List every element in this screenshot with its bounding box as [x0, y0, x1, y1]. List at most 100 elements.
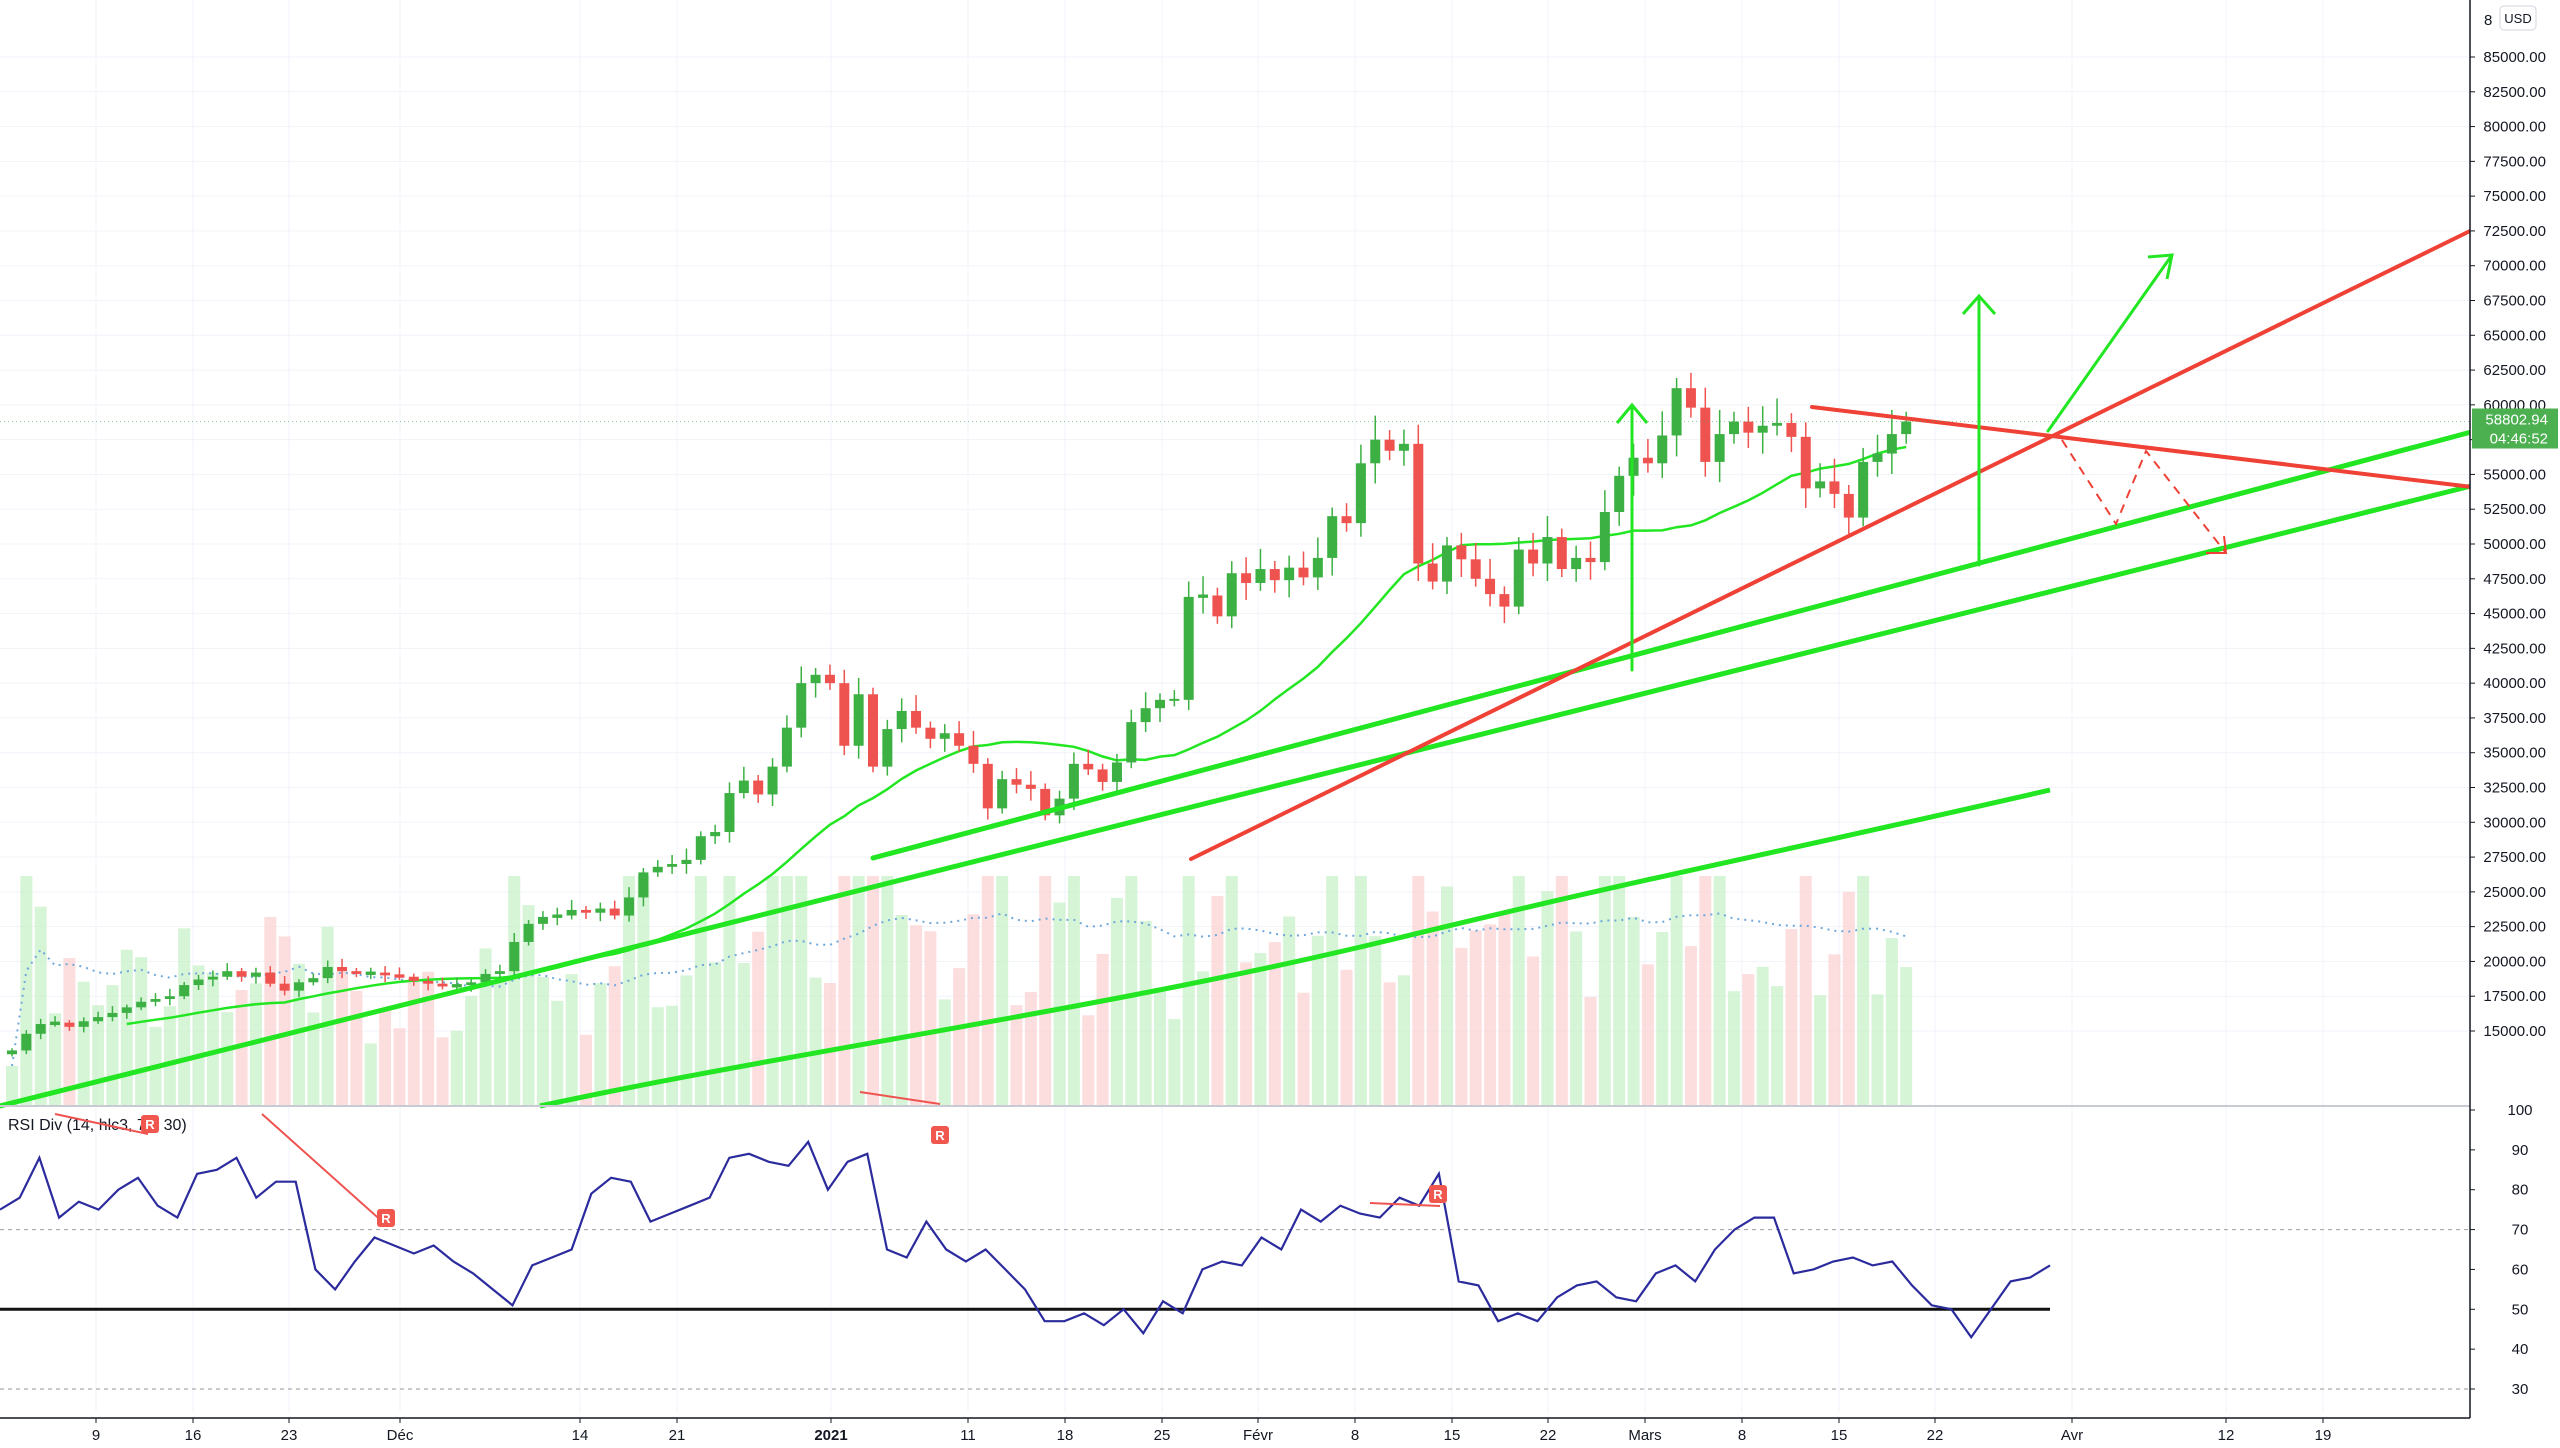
volume-bar	[924, 931, 937, 1106]
candle-body	[179, 985, 190, 997]
candle-body	[925, 727, 936, 739]
candle-body	[1556, 537, 1567, 570]
candle-up	[781, 715, 792, 773]
candle-up	[93, 1011, 104, 1024]
bearish-divergence-line	[261, 1113, 386, 1225]
candle-down	[1485, 558, 1496, 607]
arrow-head-2[interactable]	[1961, 293, 1997, 315]
price-tick-label: 67500.00	[2483, 293, 2546, 310]
arrow-head-1[interactable]	[1615, 402, 1649, 424]
volume-bar	[565, 974, 578, 1106]
green-lower-channel-line[interactable]	[0, 482, 2478, 1109]
candle-up	[1729, 411, 1739, 444]
candle-body	[1714, 434, 1725, 462]
candle-body	[1398, 443, 1409, 451]
candle-body	[781, 727, 792, 767]
volume-bar	[723, 876, 736, 1106]
price-tick-label: 70000.00	[2483, 258, 2546, 275]
price-tick-label: 17500.00	[2483, 988, 2546, 1005]
candle-body	[1657, 435, 1668, 464]
candle-up	[1169, 690, 1180, 707]
volume-bar	[1240, 962, 1253, 1106]
volume-bar	[307, 1012, 320, 1106]
time-tick-label: 18	[1057, 1427, 1074, 1444]
volume-bar	[120, 949, 133, 1106]
arrow-head-projection[interactable]	[2206, 535, 2228, 554]
volume-bar	[1082, 1015, 1095, 1106]
candle-up	[1571, 545, 1582, 582]
candle-body	[1757, 425, 1768, 433]
candle-body	[1183, 596, 1194, 700]
time-axis[interactable]: 9 16 23 Déc 14 21 2021 11 18 25 Févr 8 15 22 Mars 8 15 22…	[0, 1417, 2470, 1444]
time-tick-label: Avr	[2061, 1427, 2083, 1444]
candle-body	[1068, 763, 1079, 799]
candle-body	[437, 983, 448, 987]
price-axis[interactable]: 85000.00 82500.00 80000.00 77500.00 75000.00…	[0, 0, 2560, 1418]
candle-body	[1513, 549, 1524, 607]
green-breakout-arrow[interactable]	[2046, 253, 2174, 433]
volume-bar	[1283, 916, 1296, 1106]
candle-body	[7, 1050, 17, 1055]
green-upper-channel-line[interactable]	[870, 428, 2478, 861]
candle-body	[35, 1024, 46, 1034]
rsi-tick-label: 60	[2512, 1261, 2529, 1278]
volume-bar	[795, 876, 808, 1106]
candle-body	[1485, 578, 1496, 595]
candle-down	[954, 721, 965, 752]
divergence-badge	[1429, 1185, 1447, 1203]
candle-body	[1743, 421, 1754, 433]
candle-down	[1011, 768, 1022, 794]
volume-bar	[1670, 876, 1683, 1106]
candle-down	[1800, 422, 1811, 508]
candle-body	[107, 1012, 118, 1018]
time-tick-label: 15	[1831, 1427, 1848, 1444]
candle-down	[968, 730, 979, 773]
rsi-tick-label: 100	[2507, 1102, 2532, 1119]
price-tick-label: 22500.00	[2483, 919, 2546, 936]
currency-selector[interactable]: USD	[2499, 5, 2537, 31]
volume-bar	[422, 971, 435, 1106]
price-axis-background	[2470, 0, 2560, 1418]
candle-up	[1284, 555, 1295, 598]
candle-down	[1341, 503, 1352, 532]
candle-body	[222, 971, 233, 977]
candle-body	[1614, 475, 1625, 512]
volume-bar	[1828, 954, 1841, 1106]
currency-label: USD	[2504, 11, 2531, 26]
candle-up	[207, 970, 218, 987]
red-ascending-trendline[interactable]	[1189, 228, 2474, 861]
candle-body	[552, 914, 563, 918]
candle-up	[222, 963, 233, 980]
candle-up	[724, 782, 735, 843]
rsi-tick-label: 30	[2512, 1381, 2529, 1398]
red-dashed-projection[interactable]	[2061, 439, 2227, 554]
candle-up	[853, 677, 864, 759]
volume-bar	[1168, 1019, 1181, 1106]
divergence-badge-label: R	[145, 1117, 155, 1132]
candle-body	[1341, 516, 1352, 524]
time-tick-label: 8	[1738, 1427, 1746, 1444]
candle-up	[652, 860, 663, 877]
candle-up	[322, 960, 333, 984]
volume-bar	[1613, 876, 1626, 1106]
volume-bar	[981, 876, 994, 1106]
arrow-head-3[interactable]	[2147, 253, 2174, 280]
candle-body	[1470, 559, 1481, 579]
volume-bar	[336, 971, 349, 1106]
currency-box[interactable]	[2499, 5, 2537, 31]
time-tick-label: Févr	[1243, 1427, 1273, 1444]
price-tick-label: 75000.00	[2483, 188, 2546, 205]
trendline-drawings[interactable]	[0, 228, 2478, 1109]
price-tick-label: 80000.00	[2483, 119, 2546, 136]
red-descending-trendline[interactable]	[1810, 405, 2474, 489]
candle-body	[1685, 388, 1696, 408]
candle-up	[509, 933, 520, 979]
volume-bar	[1713, 876, 1726, 1106]
volume-bar	[63, 958, 76, 1106]
volume-bar	[623, 876, 636, 1106]
volume-bar	[1053, 902, 1066, 1106]
candle-up	[1772, 398, 1783, 436]
candle-up	[566, 900, 577, 920]
